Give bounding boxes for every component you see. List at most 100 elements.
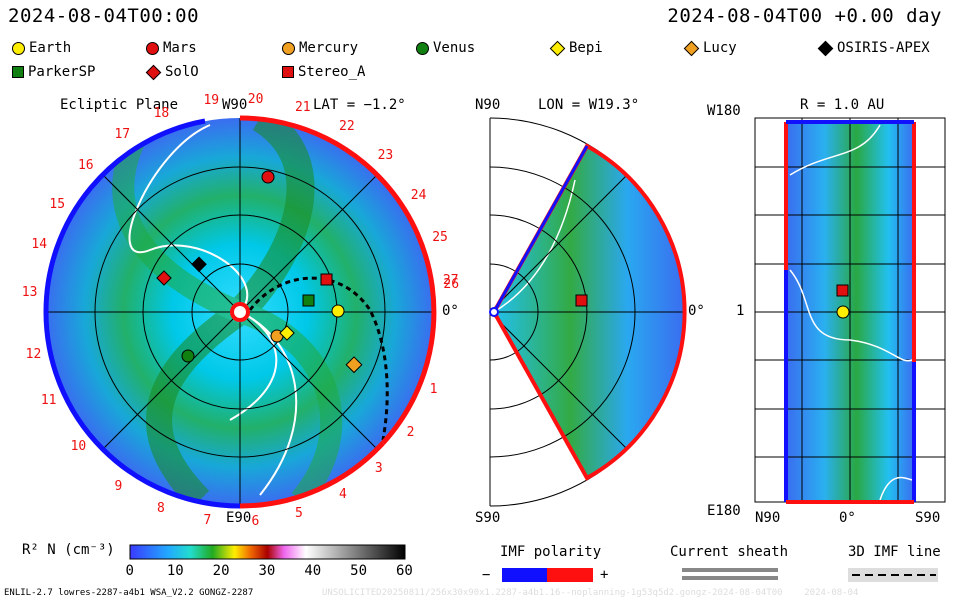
legend-label: Earth <box>29 40 72 56</box>
legend-label: ParkerSP <box>28 64 96 80</box>
legend-label: SolO <box>165 64 199 80</box>
carrington-tick-label: 13 <box>21 284 38 300</box>
carrington-tick-label: 19 <box>203 93 220 109</box>
legend-label: Bepi <box>569 40 603 56</box>
colorbar-tick-label: 10 <box>166 563 184 579</box>
legend-venus: Venus <box>416 40 475 56</box>
carrington-tick-label: 16 <box>77 158 94 174</box>
carrington-tick-label: 10 <box>70 439 87 455</box>
carrington-tick-label: 25 <box>432 230 448 246</box>
ecliptic-right-label: 0° <box>442 303 459 319</box>
colorbar-label: R² N (cm⁻³) <box>22 542 115 558</box>
legend-label: Stereo_A <box>298 64 366 80</box>
footer-run-info: ENLIL-2.7 lowres-2287-a4b1 WSA_V2.2 GONG… <box>4 588 254 598</box>
legend-label: OSIRIS-APEX <box>837 40 930 56</box>
meridional-panel <box>489 117 687 507</box>
legend-parkersp: ParkerSP <box>12 64 95 80</box>
meridional-lon: LON = W19.3° <box>538 97 640 113</box>
ecliptic-bottom-label: E90 <box>226 510 252 526</box>
imf-line-label: 3D IMF line <box>848 544 941 560</box>
density-colorbar <box>129 544 406 560</box>
earth-marker <box>331 304 345 318</box>
legend-label: Mercury <box>299 40 359 56</box>
meridional-right-label: 0° <box>688 303 705 319</box>
carrington-tick-label: 7 <box>203 512 212 528</box>
legend-mars: Mars <box>146 40 197 56</box>
ecliptic-plane-panel <box>43 115 437 509</box>
radial-x-mid: 0° <box>839 510 856 526</box>
radial-top-left: W180 <box>707 103 741 119</box>
parkersp-marker <box>302 294 315 307</box>
carrington-tick-label: 14 <box>31 237 48 253</box>
radial-bottom-left: E180 <box>707 503 741 519</box>
imf-positive-bar <box>547 568 593 582</box>
legend-label: Lucy <box>703 40 737 56</box>
meridional-top-label: N90 <box>475 97 501 113</box>
venus-marker <box>181 349 195 363</box>
current-sheath-line <box>229 311 278 421</box>
radial-panel <box>754 117 946 504</box>
footer-watermark: UNSOLICITED20250811/256x30x90x1.2287-a4b… <box>322 588 859 598</box>
carrington-tick-label: 20 <box>247 91 264 107</box>
datetime-left: 2024-08-04T00:00 <box>8 5 200 27</box>
legend-label: Mars <box>163 40 197 56</box>
carrington-tick-label: 12 <box>25 347 42 363</box>
bepi-marker <box>279 325 295 341</box>
carrington-tick-label: 21 <box>294 100 311 116</box>
carrington-tick-label: 27 <box>442 273 459 289</box>
current-sheath-swatch <box>682 576 778 580</box>
carrington-tick-label: 9 <box>114 478 123 494</box>
radial-x-left: N90 <box>755 510 781 526</box>
ecliptic-title: Ecliptic Plane <box>60 97 179 113</box>
square-marker-icon <box>12 66 24 78</box>
meridional-bottom-label: S90 <box>475 510 501 526</box>
carrington-tick-label: 4 <box>339 486 347 502</box>
imf-polarity-label: IMF polarity <box>500 544 602 560</box>
carrington-tick-label: 5 <box>294 505 303 521</box>
imf-negative-bar <box>502 568 547 582</box>
carrington-tick-label: 11 <box>40 392 57 408</box>
stereo-a-marker-radial <box>836 284 849 297</box>
circle-marker-icon <box>416 41 429 55</box>
carrington-tick-label: 3 <box>374 460 383 476</box>
carrington-tick-label: 26 <box>443 277 460 293</box>
carrington-tick-label: 6 <box>251 514 260 530</box>
current-sheath-line <box>128 124 249 313</box>
carrington-tick-label: 17 <box>114 127 131 143</box>
legend-osiris-apex: OSIRIS-APEX <box>817 40 930 56</box>
square-marker-icon <box>282 66 294 78</box>
colorbar-tick-label: 40 <box>304 563 322 579</box>
radial-x-right: S90 <box>915 510 941 526</box>
circle-marker-icon <box>146 41 159 55</box>
mars-marker <box>261 170 275 184</box>
legend-stereo-a: Stereo_A <box>282 64 365 80</box>
carrington-tick-label: 18 <box>153 106 170 122</box>
radial-r: R = 1.0 AU <box>800 97 885 113</box>
carrington-tick-label: 2 <box>406 424 415 440</box>
legend-label: Venus <box>433 40 476 56</box>
ecliptic-top-label: W90 <box>222 97 248 113</box>
colorbar-tick-label: 30 <box>258 563 276 579</box>
legend-bepi: Bepi <box>549 40 603 56</box>
legend-earth: Earth <box>12 40 71 56</box>
carrington-tick-label: 22 <box>339 119 355 135</box>
circle-marker-icon <box>12 41 25 55</box>
colorbar-tick-label: 60 <box>396 563 413 579</box>
colorbar-tick-label: 50 <box>350 563 368 579</box>
radial-mid-left: 1 <box>736 303 745 319</box>
circle-marker-icon <box>282 41 295 55</box>
colorbar-tick-label: 0 <box>125 563 134 579</box>
carrington-tick-label: 23 <box>377 147 394 163</box>
imf-minus: − <box>482 567 491 583</box>
carrington-tick-label: 24 <box>410 187 427 203</box>
current-sheath-label: Current sheath <box>670 544 789 560</box>
ecliptic-lat: LAT = −1.2° <box>313 97 406 113</box>
stereo-a-marker-meridional <box>575 294 588 307</box>
lucy-marker <box>345 356 363 374</box>
legend-mercury: Mercury <box>282 40 358 56</box>
colorbar-tick-label: 20 <box>212 563 230 579</box>
legend-solo: SolO <box>145 64 199 80</box>
sun-marker <box>230 302 250 322</box>
stereo-a-marker <box>320 273 333 286</box>
